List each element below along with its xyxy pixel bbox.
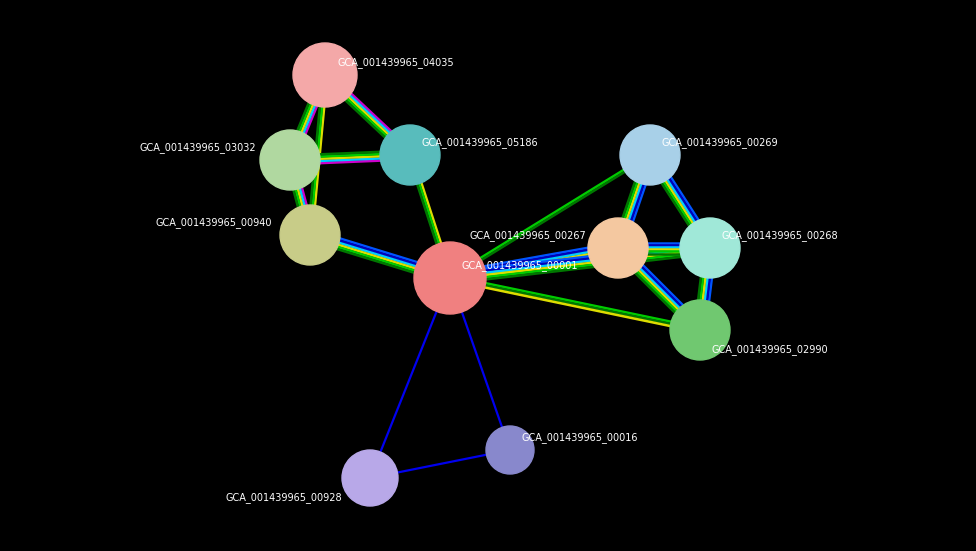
Circle shape bbox=[342, 450, 398, 506]
Text: GCA_001439965_00940: GCA_001439965_00940 bbox=[155, 217, 271, 228]
Circle shape bbox=[280, 205, 340, 265]
Circle shape bbox=[414, 242, 486, 314]
Text: GCA_001439965_00269: GCA_001439965_00269 bbox=[662, 137, 779, 148]
Circle shape bbox=[670, 300, 730, 360]
Circle shape bbox=[380, 125, 440, 185]
Circle shape bbox=[260, 130, 320, 190]
Text: GCA_001439965_00267: GCA_001439965_00267 bbox=[470, 230, 587, 241]
Text: GCA_001439965_00268: GCA_001439965_00268 bbox=[722, 230, 838, 241]
Circle shape bbox=[293, 43, 357, 107]
Text: GCA_001439965_05186: GCA_001439965_05186 bbox=[422, 137, 539, 148]
Circle shape bbox=[680, 218, 740, 278]
Circle shape bbox=[620, 125, 680, 185]
Text: GCA_001439965_03032: GCA_001439965_03032 bbox=[140, 142, 257, 153]
Circle shape bbox=[588, 218, 648, 278]
Text: GCA_001439965_04035: GCA_001439965_04035 bbox=[337, 57, 454, 68]
Circle shape bbox=[486, 426, 534, 474]
Text: GCA_001439965_00928: GCA_001439965_00928 bbox=[225, 492, 342, 503]
Text: GCA_001439965_00016: GCA_001439965_00016 bbox=[522, 432, 638, 443]
Text: GCA_001439965_02990: GCA_001439965_02990 bbox=[712, 344, 829, 355]
Text: GCA_001439965_00001: GCA_001439965_00001 bbox=[462, 260, 579, 271]
